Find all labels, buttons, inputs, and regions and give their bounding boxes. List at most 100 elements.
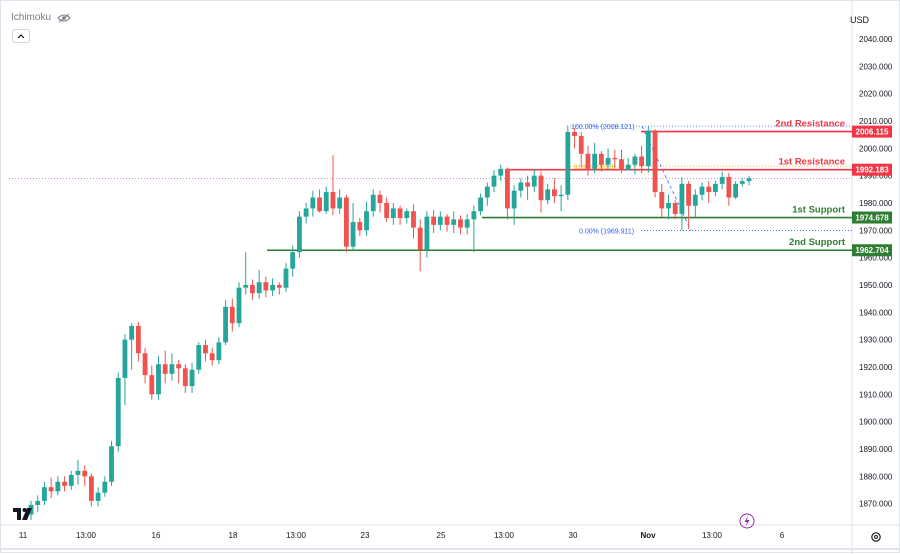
candle-body-bear xyxy=(343,197,349,247)
eye-crossed-icon[interactable] xyxy=(57,13,71,23)
candle-body-bull xyxy=(733,183,738,198)
candle-body-bull xyxy=(95,492,101,501)
bottom-border xyxy=(1,548,899,550)
y-tick-label: 1910.000 xyxy=(859,390,893,399)
x-tick-label: 13:00 xyxy=(494,531,515,540)
candle-body-bull xyxy=(699,186,705,195)
y-tick-label: 1940.000 xyxy=(859,308,893,317)
level-price-label: 1992.183 xyxy=(855,166,889,175)
candle-body-bull xyxy=(666,202,671,209)
candle-body-bear xyxy=(276,284,282,288)
candle-body-bull xyxy=(625,164,631,171)
level-price-badge xyxy=(852,211,892,224)
candle-body-bull xyxy=(565,131,571,195)
candle-body-bull xyxy=(545,189,551,201)
collapse-legend-button[interactable] xyxy=(12,29,30,43)
candle-body-bear xyxy=(203,345,208,354)
candle-body-bull xyxy=(303,208,309,217)
candle-body-bull xyxy=(55,481,61,492)
indicator-label[interactable]: Ichimoku xyxy=(11,12,52,23)
candle-body-bear xyxy=(250,284,255,294)
candle-body-bull xyxy=(216,342,222,361)
candle-body-bear xyxy=(417,227,423,250)
candle-body-bull xyxy=(370,194,376,212)
y-tick-label: 1880.000 xyxy=(859,472,893,481)
y-tick-label: 1950.000 xyxy=(859,281,893,290)
fib-top-label: 100.00% (2008.121) xyxy=(571,124,634,131)
level-label-resistance: 1st Resistance xyxy=(778,157,845,168)
candle-body-bear xyxy=(149,375,155,395)
candle-body-bull xyxy=(478,197,484,212)
candle-body-bull xyxy=(323,192,329,212)
candle-body-bull xyxy=(196,345,202,370)
candle-body-bull xyxy=(531,175,537,187)
y-tick-label: 1960.000 xyxy=(859,254,893,263)
candle-body-bull xyxy=(296,216,302,253)
candle-body-bull xyxy=(156,364,161,395)
candle-body-bull xyxy=(471,211,477,220)
level-label-support: 2nd Support xyxy=(789,237,846,248)
x-tick-label: 25 xyxy=(437,531,446,540)
candle-body-bear xyxy=(209,353,215,361)
candle-body-bull xyxy=(679,183,685,214)
candle-body-bear xyxy=(686,183,692,206)
candle-body-bull xyxy=(256,282,262,294)
y-tick-label: 1980.000 xyxy=(859,199,893,208)
candle-body-bear xyxy=(578,136,584,154)
candle-body-bull xyxy=(491,175,497,187)
candle-body-bull xyxy=(236,287,242,324)
x-tick-label: 30 xyxy=(569,531,578,540)
candle-body-bull xyxy=(129,325,135,340)
level-price-badge xyxy=(852,244,892,257)
candle-body-bear xyxy=(458,219,463,228)
candle-body-bull xyxy=(115,377,121,447)
candle-body-bull xyxy=(189,369,195,387)
candle-body-bear xyxy=(162,364,168,374)
candle-body-bull xyxy=(75,470,81,475)
x-tick-label: 23 xyxy=(361,531,370,540)
y-tick-label: 1870.000 xyxy=(859,500,893,509)
x-tick-label: 11 xyxy=(19,531,28,540)
currency-selector[interactable]: USD xyxy=(849,15,869,25)
gear-icon[interactable] xyxy=(870,531,882,543)
candle-body-bear xyxy=(572,131,577,137)
lightning-icon[interactable] xyxy=(739,513,755,529)
x-tick-label: 13:00 xyxy=(286,531,307,540)
candle-body-bear xyxy=(82,470,88,477)
candle-body-bear xyxy=(384,202,390,219)
candle-body-bear xyxy=(88,476,94,501)
level-price-label: 1974.678 xyxy=(855,214,889,223)
fib-bottom-label: 0.00% (1969.911) xyxy=(579,229,634,236)
chevron-up-icon xyxy=(17,34,25,39)
candle-body-bull xyxy=(290,252,296,269)
level-price-label: 2006.115 xyxy=(856,128,889,137)
candle-body-bear xyxy=(48,487,54,492)
candle-body-bear xyxy=(551,189,557,197)
indicator-legend[interactable]: Ichimoku xyxy=(11,12,71,23)
candle-body-bull xyxy=(68,474,74,486)
candle-body-bull xyxy=(270,284,275,291)
candle-body-bull xyxy=(739,181,745,184)
y-tick-label: 1900.000 xyxy=(859,418,893,427)
x-tick-label: Nov xyxy=(640,531,656,540)
x-tick-label: 18 xyxy=(229,531,238,540)
candle-body-bull xyxy=(223,306,229,343)
level-price-badge xyxy=(852,163,892,176)
candle-body-bear xyxy=(505,168,510,209)
candle-body-bull xyxy=(746,178,752,182)
tradingview-logo[interactable] xyxy=(13,507,35,521)
candle-body-bull xyxy=(498,168,504,176)
candle-body-bull xyxy=(605,157,611,165)
candle-body-bull xyxy=(390,208,396,219)
candle-body-bull xyxy=(337,197,343,209)
candle-body-bear xyxy=(525,182,530,187)
candle-body-bull xyxy=(645,130,651,167)
candle-body-bull xyxy=(35,500,41,505)
candle-body-bear xyxy=(672,202,678,214)
candle-body-bull xyxy=(283,268,289,288)
candle-body-bull xyxy=(437,216,443,225)
candle-body-bull xyxy=(632,156,638,165)
candle-body-bear xyxy=(444,216,450,225)
